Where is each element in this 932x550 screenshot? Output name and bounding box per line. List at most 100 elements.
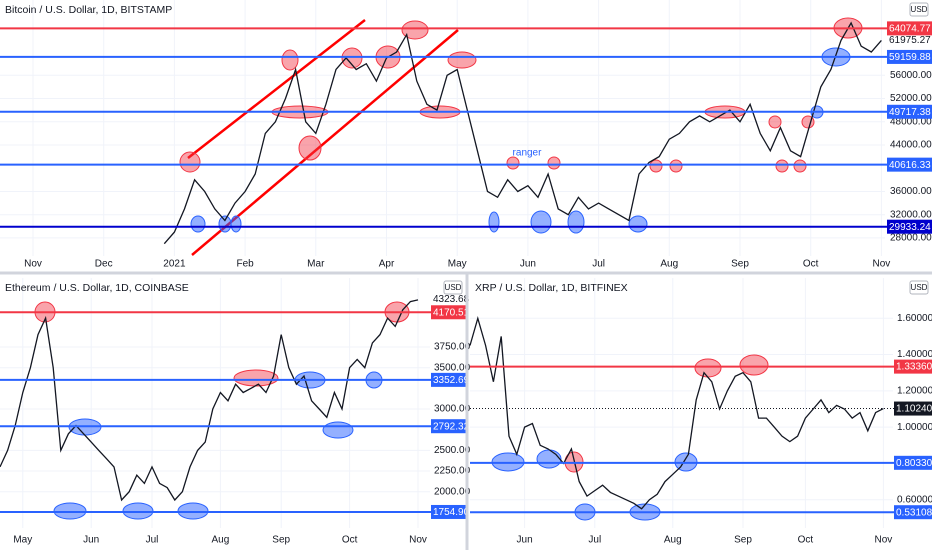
level-label-box bbox=[894, 359, 932, 374]
y-tick-label: 44000.00 bbox=[890, 140, 932, 151]
x-tick-label: Jun bbox=[520, 259, 536, 270]
ellipse bbox=[230, 215, 242, 233]
level-label-box bbox=[894, 455, 932, 470]
ellipse bbox=[739, 354, 769, 376]
x-tick-label: Apr bbox=[379, 259, 395, 270]
x-tick-label: Nov bbox=[409, 535, 427, 546]
ellipse bbox=[694, 358, 722, 378]
ellipse bbox=[768, 115, 782, 129]
currency-button-label: USD bbox=[911, 283, 928, 292]
level-label-box bbox=[431, 504, 466, 519]
ellipse bbox=[447, 51, 477, 69]
level-label-box bbox=[887, 219, 932, 234]
x-tick-label: Nov bbox=[875, 535, 893, 546]
x-tick-label: Jun bbox=[517, 535, 533, 546]
ellipse bbox=[218, 215, 232, 233]
ellipse bbox=[341, 47, 363, 69]
currency-button-label: USD bbox=[445, 283, 462, 292]
x-tick-label: Aug bbox=[212, 535, 230, 546]
ellipse bbox=[190, 215, 206, 233]
x-tick-label: Sep bbox=[734, 535, 752, 546]
currency-button bbox=[909, 280, 929, 295]
annotation: ranger bbox=[513, 148, 543, 159]
level-label-box bbox=[887, 49, 932, 64]
level-label-box bbox=[894, 505, 932, 520]
level-label: 0.80330 bbox=[896, 458, 932, 469]
y-tick-label: 0.60000 bbox=[897, 494, 932, 505]
ellipse bbox=[322, 421, 354, 439]
y-tick-label: 48000.00 bbox=[890, 116, 932, 127]
x-tick-label: Oct bbox=[342, 535, 358, 546]
level-label: 3352.69 bbox=[433, 375, 470, 386]
ellipse bbox=[793, 159, 807, 173]
y-tick-label: 1.20000 bbox=[897, 385, 932, 396]
ellipse bbox=[530, 210, 552, 234]
x-tick-label: Aug bbox=[664, 535, 682, 546]
level-label: 0.53108 bbox=[896, 507, 932, 518]
ellipse bbox=[281, 49, 299, 71]
ellipse bbox=[298, 135, 322, 161]
chart-title: XRP / U.S. Dollar, 1D, BITFINEX bbox=[475, 282, 628, 294]
level-label: 4170.51 bbox=[433, 307, 470, 318]
ellipse bbox=[649, 159, 663, 173]
y-tick-label: 52000.00 bbox=[890, 93, 932, 104]
y-tick-label: 32000.00 bbox=[890, 209, 932, 220]
ellipse bbox=[628, 215, 648, 233]
ellipse bbox=[179, 151, 201, 173]
y-tick-label: 2500.00 bbox=[434, 445, 471, 456]
level-label-box bbox=[431, 305, 466, 320]
level-label: 2792.32 bbox=[433, 421, 470, 432]
level-label: 29933.24 bbox=[889, 222, 931, 233]
last-price-label: 61975.27 bbox=[889, 35, 931, 46]
x-tick-label: Jul bbox=[588, 535, 601, 546]
currency-button bbox=[443, 280, 463, 295]
x-tick-label: Jul bbox=[592, 259, 605, 270]
y-tick-label: 3750.00 bbox=[434, 342, 471, 353]
y-tick-label: 1.40000 bbox=[897, 349, 932, 360]
ellipse bbox=[669, 159, 683, 173]
y-tick-label: 1.00000 bbox=[897, 422, 932, 433]
y-tick-label: 28000.00 bbox=[890, 233, 932, 244]
y-tick-label: 56000.00 bbox=[890, 70, 932, 81]
currency-button bbox=[909, 2, 929, 17]
y-tick-label: 2000.00 bbox=[434, 486, 471, 497]
x-tick-label: May bbox=[448, 259, 467, 270]
level-label-box bbox=[887, 104, 932, 119]
y-tick-label: 3500.00 bbox=[434, 362, 471, 373]
chart-title: Bitcoin / U.S. Dollar, 1D, BITSTAMP bbox=[5, 4, 172, 16]
ellipse bbox=[775, 159, 789, 173]
level-label: 1754.90 bbox=[433, 507, 470, 518]
ellipse bbox=[567, 210, 585, 234]
level-label: 40616.33 bbox=[889, 160, 931, 171]
x-tick-label: Jul bbox=[146, 535, 159, 546]
x-tick-label: Feb bbox=[236, 259, 254, 270]
price-line bbox=[469, 315, 884, 510]
level-label: 64074.77 bbox=[889, 24, 931, 35]
level-label-box bbox=[431, 419, 466, 434]
x-tick-label: 2021 bbox=[163, 259, 186, 270]
level-label-box bbox=[887, 157, 932, 172]
price-line bbox=[163, 21, 882, 245]
x-tick-label: Aug bbox=[660, 259, 678, 270]
x-tick-label: Dec bbox=[95, 259, 113, 270]
x-tick-label: Nov bbox=[873, 259, 891, 270]
ellipse bbox=[233, 369, 279, 387]
level-label: 59159.88 bbox=[889, 52, 931, 63]
ellipse bbox=[506, 156, 520, 170]
last-price-label: 4323.68 bbox=[433, 294, 470, 305]
y-tick-label: 2250.00 bbox=[434, 466, 471, 477]
currency-button-label: USD bbox=[911, 5, 928, 14]
level-label: 1.33360 bbox=[896, 362, 932, 373]
x-tick-label: Oct bbox=[803, 259, 819, 270]
ellipse bbox=[547, 156, 561, 170]
x-tick-label: May bbox=[13, 535, 32, 546]
ellipse bbox=[401, 20, 429, 40]
y-tick-label: 3000.00 bbox=[434, 404, 471, 415]
chart-title: Ethereum / U.S. Dollar, 1D, COINBASE bbox=[5, 282, 189, 294]
last-price-label: 1.10240 bbox=[896, 404, 932, 415]
x-tick-label: Sep bbox=[272, 535, 290, 546]
y-tick-label: 36000.00 bbox=[890, 186, 932, 197]
x-tick-label: Sep bbox=[731, 259, 749, 270]
ellipse bbox=[536, 449, 562, 469]
